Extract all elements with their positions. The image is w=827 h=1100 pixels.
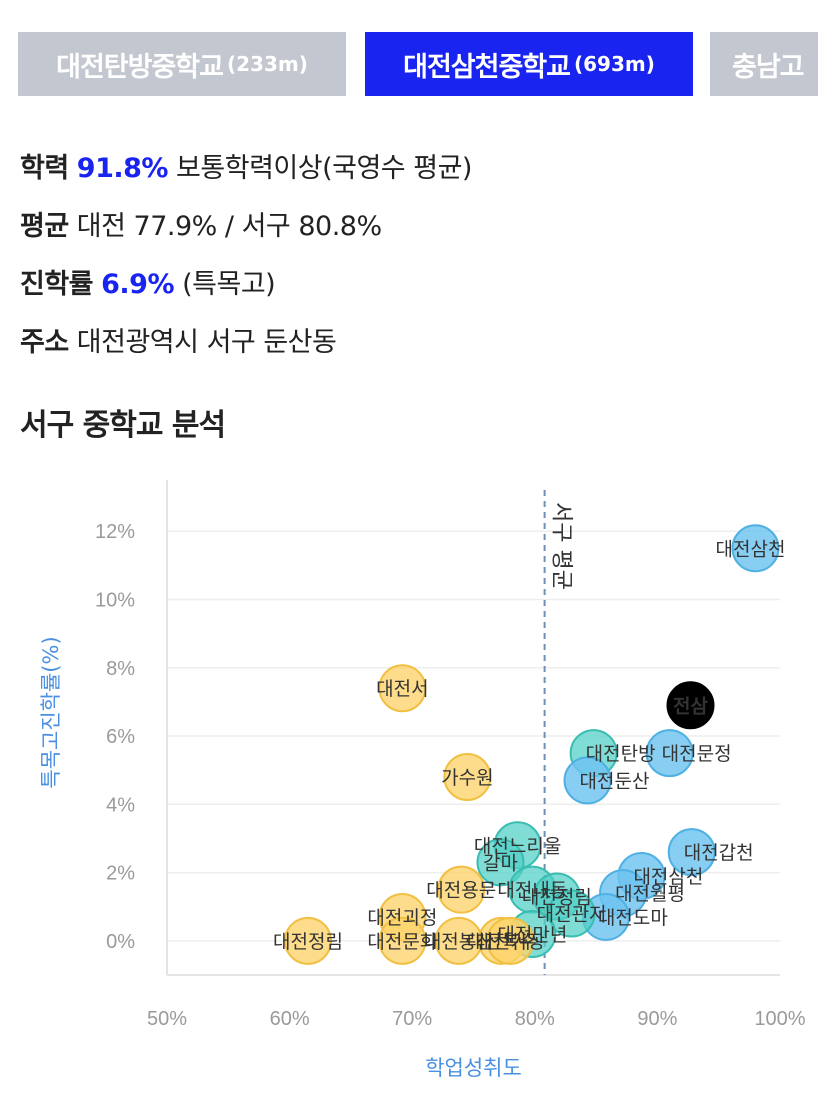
x-tick-label: 80% (515, 1008, 555, 1030)
school-point[interactable] (667, 828, 716, 877)
tab-school-chungnam[interactable]: 충남고 (710, 32, 818, 96)
school-tabs: 대전탄방중학교 (233m) 대전삼천중학교 (693m) 충남고 (18, 32, 818, 96)
x-axis-title: 학업성취도 (425, 1056, 522, 1080)
school-point-label: 전삼 (673, 695, 708, 717)
address-label: 주소 (20, 327, 69, 358)
achievement-suffix: 보통학력이상(국영수 평균) (176, 153, 472, 184)
school-point-label: 대전갑천 (684, 842, 754, 864)
school-point[interactable] (666, 681, 715, 730)
y-tick-label: 6% (106, 726, 135, 748)
average-reference-label: 서구 평균 (549, 502, 574, 590)
x-tick-label: 70% (392, 1008, 432, 1030)
reference-line-group: 서구 평균 (543, 490, 574, 975)
achievement-value: 91.8% (76, 153, 169, 184)
scatter-chart: 서구 평균 대전삼천전삼대전문정대전탄방대전둔산대전갑천대전삼천대전월평대전도마… (39, 480, 806, 1080)
address-text: 대전광역시 서구 둔산동 (76, 327, 337, 358)
advancement-suffix: (특목고) (182, 269, 276, 300)
school-point[interactable] (476, 838, 525, 887)
school-point-label: 대전복수 (467, 931, 537, 953)
tick-labels: 0% 2% 4% 6% 8% 10% 12% 50% 60% 70% 80% 90% 100% (95, 521, 806, 1030)
x-tick-label: 60% (270, 1008, 310, 1030)
y-tick-label: 0% (106, 931, 135, 953)
tab-school-name: 대전탄방중학교 (56, 51, 224, 83)
axes (166, 480, 780, 976)
school-point-label: 가수원 (441, 767, 493, 789)
tab-school-name: 대전삼천중학교 (403, 51, 571, 83)
achievement-row: 학력 91.8% 보통학력이상(국영수 평균) (20, 146, 472, 185)
school-point[interactable] (283, 916, 332, 965)
school-point-label: 대전느리울 (474, 835, 561, 857)
school-point-label: 대전용문 (426, 880, 496, 902)
school-point-label: 대전정림 (273, 931, 343, 953)
school-point-label: 대전월평 (615, 883, 685, 905)
y-tick-label: 2% (106, 863, 135, 885)
y-axis-title: 특목고진학률(%) (39, 636, 63, 788)
school-point[interactable] (645, 729, 694, 778)
school-point[interactable] (378, 664, 427, 713)
school-point-label: 대전서 (376, 678, 428, 700)
point-labels: 대전삼천전삼대전문정대전탄방대전둔산대전갑천대전삼천대전월평대전도마대전느리울갈… (273, 538, 785, 953)
x-tick-label: 50% (147, 1008, 187, 1030)
school-point[interactable] (378, 916, 427, 965)
school-point-label: 대전정림 (522, 886, 592, 908)
address-row: 주소 대전광역시 서구 둔산동 (20, 320, 337, 359)
y-tick-label: 8% (106, 658, 135, 680)
tab-school-distance: (233m) (227, 52, 308, 76)
school-point-label: 대전관저 (537, 904, 607, 926)
average-row: 평균 대전 77.9% / 서구 80.8% (20, 204, 382, 243)
school-point[interactable] (547, 889, 596, 938)
school-point[interactable] (731, 524, 780, 573)
advancement-row: 진학률 6.9% (특목고) (20, 262, 276, 301)
school-point[interactable] (486, 916, 535, 965)
school-point-label: 대전문화 (367, 931, 437, 953)
y-tick-label: 12% (95, 521, 135, 543)
section-title: 서구 중학교 분석 (20, 408, 226, 443)
school-point[interactable] (437, 865, 486, 914)
school-point-label: 대전둔산 (580, 770, 650, 792)
data-points (283, 524, 780, 965)
x-tick-label: 100% (754, 1008, 805, 1030)
school-point-label: 대전만년 (497, 924, 567, 946)
y-tick-label: 4% (106, 794, 135, 816)
x-tick-label: 90% (637, 1008, 677, 1030)
school-point-label: 대전문정 (662, 743, 732, 765)
school-point[interactable] (443, 753, 492, 801)
school-point-label: 대전가장 (475, 931, 545, 953)
tab-school-distance: (693m) (574, 52, 655, 76)
school-point[interactable] (563, 756, 612, 805)
school-point-label: 대전내동 (497, 880, 567, 902)
tab-school-samcheon[interactable]: 대전삼천중학교 (693m) (365, 32, 693, 96)
school-point-label: 대전삼천 (633, 866, 703, 888)
tab-school-name: 충남고 (732, 51, 805, 83)
achievement-label: 학력 (20, 153, 69, 184)
school-point-label: 대전괴정 (367, 907, 437, 929)
school-point-label: 대전도마 (598, 907, 668, 929)
school-point-label: 대전삼천 (716, 538, 786, 560)
advancement-value: 6.9% (101, 269, 175, 300)
school-point-label: 갈마 (483, 852, 518, 874)
school-point-label: 대전봉산 (424, 931, 494, 953)
average-text: 대전 77.9% / 서구 80.8% (76, 211, 382, 242)
tab-school-tanbang[interactable]: 대전탄방중학교 (233m) (18, 32, 346, 96)
advancement-label: 진학률 (20, 269, 94, 300)
y-tick-label: 10% (95, 589, 135, 611)
grid-lines (167, 530, 780, 942)
school-point-label: 대전탄방 (586, 743, 656, 765)
average-label: 평균 (20, 211, 69, 242)
